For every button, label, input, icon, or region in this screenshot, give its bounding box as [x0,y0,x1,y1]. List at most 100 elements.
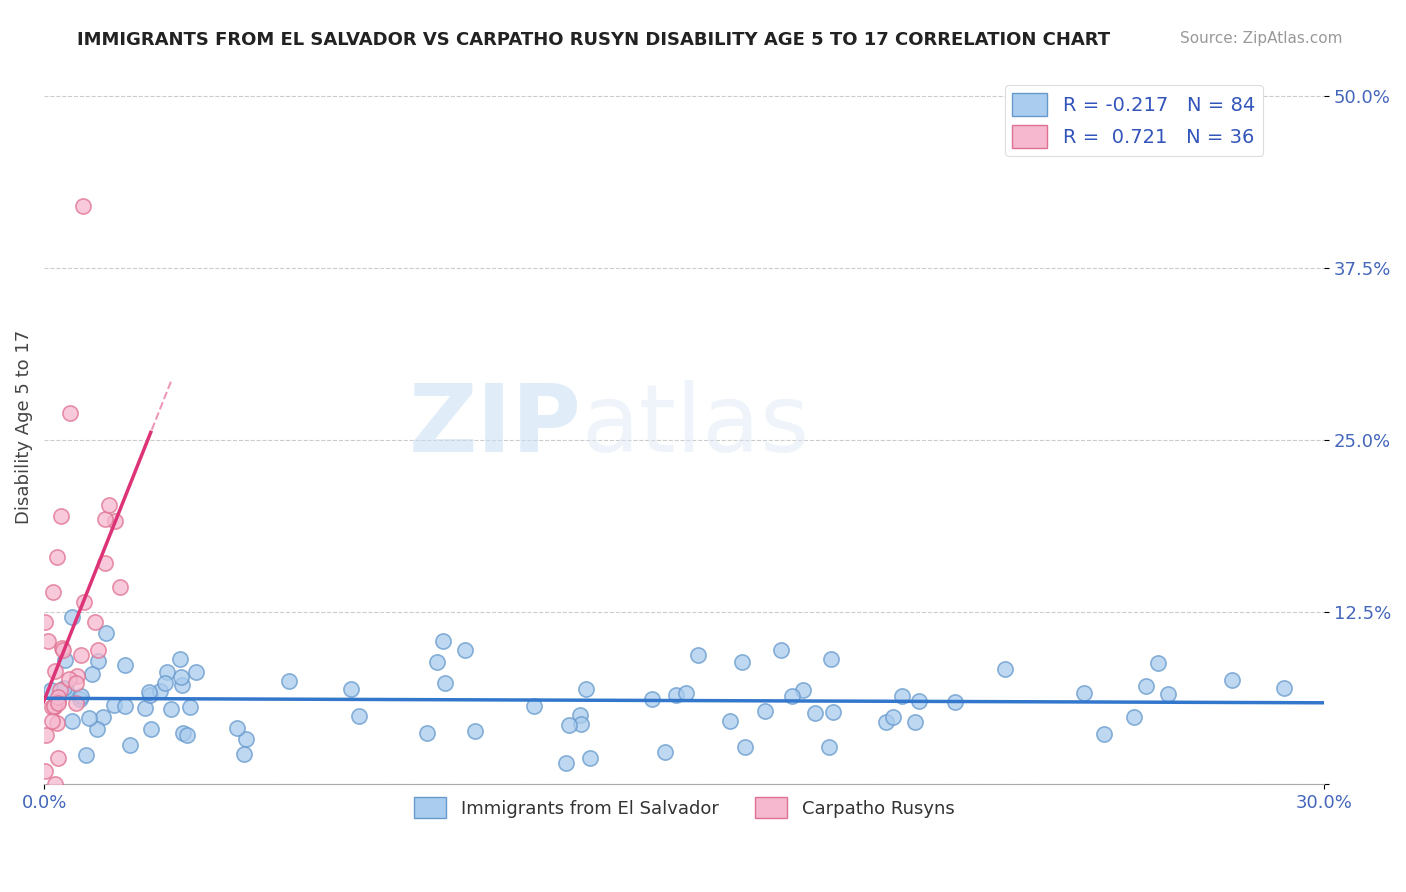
Point [42,699,65,714]
Point [80,667,103,681]
Point [86,722,108,736]
Point [579,751,602,765]
Point [454,643,477,657]
Point [91,709,114,723]
Point [46,715,69,730]
Point [70,689,93,703]
Legend: Immigrants from El Salvador, Carpatho Rusyns: Immigrants from El Salvador, Carpatho Ru… [406,790,962,825]
Point [87,643,110,657]
Point [235,731,257,746]
Point [48,751,70,765]
Point [170,670,193,684]
Point [35,728,58,742]
Point [875,715,897,730]
Point [770,642,793,657]
Point [416,726,439,740]
Point [1092,726,1115,740]
Point [890,690,912,704]
Point [654,745,676,759]
Point [103,698,125,713]
Point [87,654,110,668]
Point [65,696,87,710]
Point [72,199,94,213]
Y-axis label: Disability Age 5 to 17: Disability Age 5 to 17 [15,329,32,524]
Point [93,556,115,570]
Point [1073,686,1095,700]
Point [46,694,69,708]
Point [1157,687,1180,701]
Point [675,686,697,700]
Point [60,609,83,624]
Point [464,723,486,738]
Point [1220,673,1243,687]
Point [51,508,73,523]
Point [153,675,176,690]
Point [94,512,117,526]
Point [34,764,56,778]
Point [169,651,191,665]
Point [49,683,72,698]
Point [45,550,67,565]
Point [141,722,163,736]
Point [432,633,454,648]
Point [53,681,76,695]
Point [53,652,76,666]
Text: ZIP: ZIP [409,381,582,473]
Point [44,700,66,714]
Point [77,711,100,725]
Point [58,672,80,686]
Point [820,652,842,666]
Point [349,708,371,723]
Point [51,641,73,656]
Point [641,692,664,706]
Point [44,665,66,679]
Point [39,683,62,698]
Point [118,738,141,752]
Point [83,615,105,630]
Point [184,665,207,680]
Point [780,689,803,703]
Point [686,648,709,662]
Point [176,728,198,742]
Point [41,700,63,714]
Point [1274,681,1296,696]
Point [277,674,299,689]
Point [41,584,63,599]
Text: atlas: atlas [582,381,810,473]
Point [65,676,87,690]
Point [575,681,598,696]
Point [1123,710,1146,724]
Text: Source: ZipAtlas.com: Source: ZipAtlas.com [1180,31,1343,46]
Point [69,692,91,706]
Point [225,721,247,735]
Point [731,655,754,669]
Point [66,669,89,683]
Point [138,685,160,699]
Point [1147,656,1170,670]
Point [114,699,136,714]
Text: IMMIGRANTS FROM EL SALVADOR VS CARPATHO RUSYN DISABILITY AGE 5 TO 17 CORRELATION: IMMIGRANTS FROM EL SALVADOR VS CARPATHO … [77,31,1111,49]
Point [804,706,827,720]
Point [149,684,172,698]
Point [233,747,256,762]
Point [98,498,121,512]
Point [73,595,96,609]
Point [59,406,82,420]
Point [160,702,183,716]
Point [172,726,194,740]
Point [718,714,741,728]
Point [555,756,578,770]
Point [179,699,201,714]
Point [52,643,75,657]
Point [139,688,162,702]
Point [55,682,77,697]
Point [104,514,127,528]
Point [134,700,156,714]
Point [523,698,546,713]
Point [46,690,69,704]
Point [156,665,179,679]
Point [904,715,927,730]
Point [37,634,59,648]
Point [41,714,63,728]
Point [70,648,93,662]
